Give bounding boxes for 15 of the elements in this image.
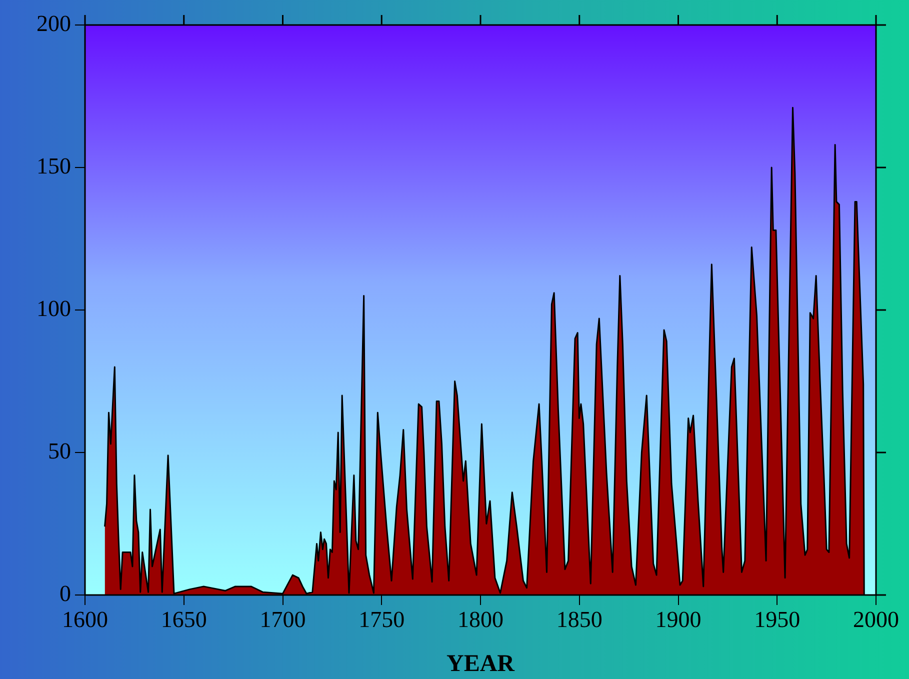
x-tick-label: 1650 <box>160 606 207 632</box>
x-tick-label: 1850 <box>556 606 602 632</box>
y-tick-label: 150 <box>36 154 71 179</box>
y-tick-label: 50 <box>48 438 71 464</box>
x-axis-title: YEAR <box>446 650 516 677</box>
x-tick-label: 1950 <box>754 606 800 632</box>
y-tick-label: 0 <box>60 581 71 606</box>
x-tick-label: 1750 <box>358 606 405 632</box>
x-tick-label: 2000 <box>853 606 899 632</box>
y-tick-label: 100 <box>36 296 71 322</box>
x-tick-label: 1600 <box>62 606 108 632</box>
y-tick-label: 200 <box>36 11 71 36</box>
x-tick-label: 1900 <box>655 606 702 632</box>
x-tick-label: 1700 <box>260 606 306 632</box>
x-tick-label: 1800 <box>458 606 504 632</box>
